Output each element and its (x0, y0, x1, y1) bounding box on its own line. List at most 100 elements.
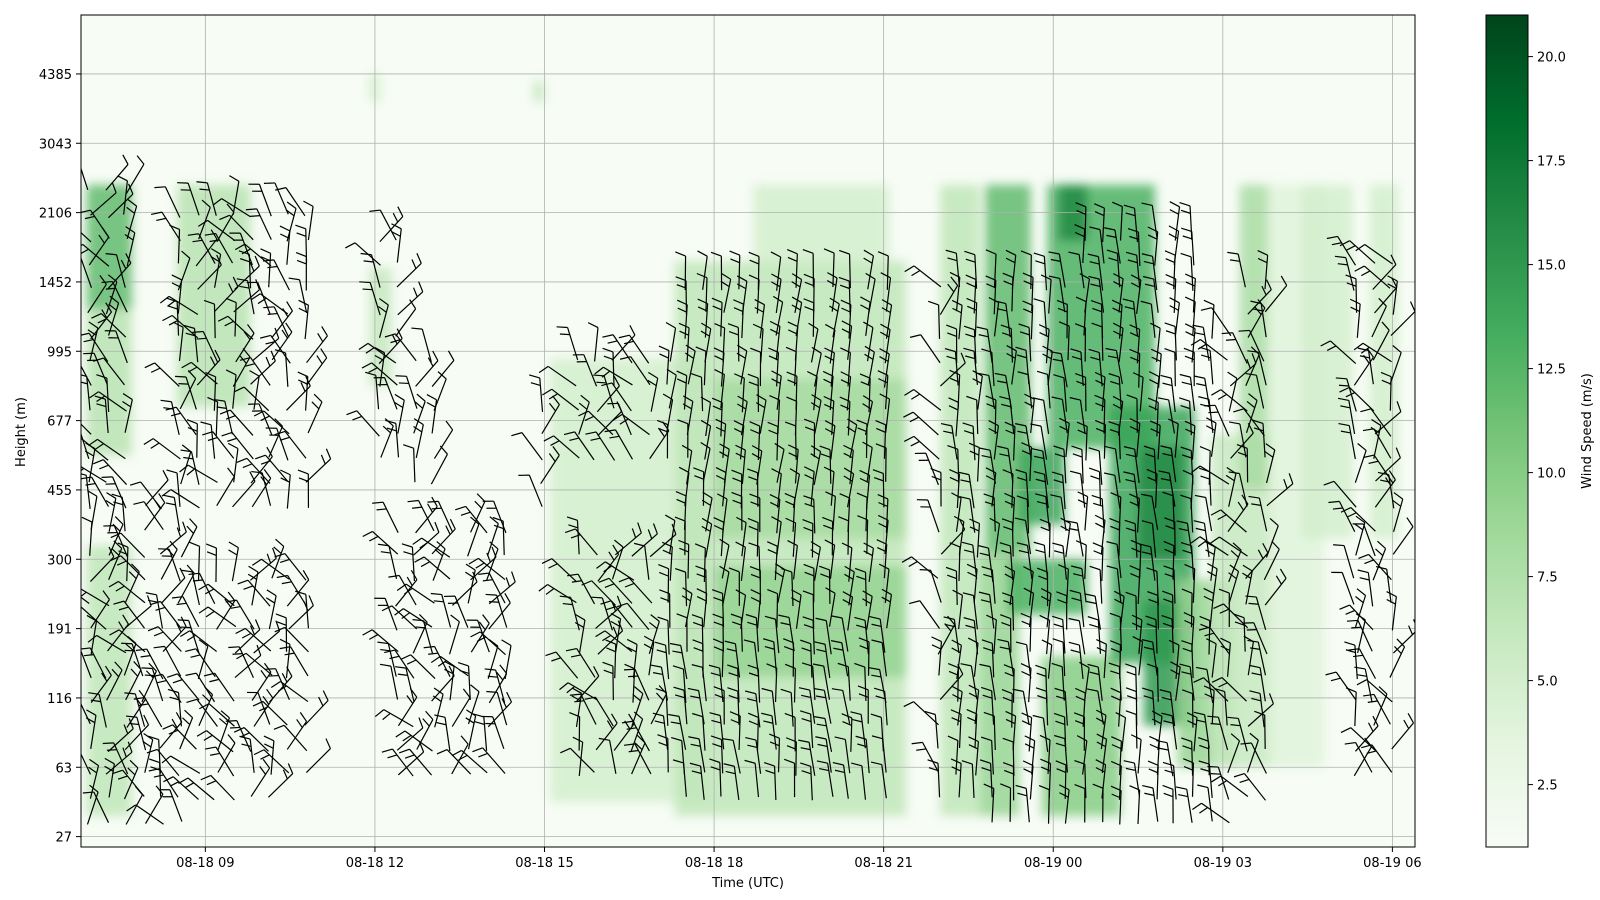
wind-barbs (81, 154, 1415, 825)
wind-barb (731, 469, 743, 509)
wind-barb (939, 276, 959, 316)
wind-barb (81, 606, 107, 630)
wind-barb (413, 393, 426, 434)
y-tick-label: 63 (55, 761, 72, 776)
wind-barb (166, 469, 181, 507)
wind-barb (813, 687, 832, 724)
wind-barb (396, 717, 424, 751)
wind-barb (1141, 520, 1157, 558)
wind-barb (1150, 322, 1161, 363)
wind-barb (1113, 273, 1124, 313)
wind-barb (185, 648, 216, 678)
wind-barb (879, 348, 890, 388)
wind-barb (1361, 744, 1393, 773)
wind-barb (81, 432, 90, 460)
wind-barb (841, 713, 853, 752)
wind-barb (784, 712, 796, 752)
wind-barb (559, 595, 580, 631)
wind-barb (245, 208, 272, 240)
wind-barb (567, 573, 596, 605)
wind-barb (979, 759, 993, 798)
wind-barb (1156, 739, 1174, 777)
wind-barb (88, 758, 100, 799)
wind-barb (803, 273, 815, 313)
wind-barb (815, 617, 832, 655)
wind-barb (403, 444, 416, 483)
wind-barb (433, 420, 454, 459)
wind-barb (401, 543, 416, 582)
wind-barb (1228, 421, 1247, 458)
wind-barb (279, 646, 309, 677)
wind-barb (200, 774, 235, 801)
wind-barb (87, 634, 127, 654)
wind-barb (1162, 784, 1174, 824)
wind-barb (543, 435, 580, 459)
wind-barb (125, 155, 145, 194)
wind-barb (981, 736, 994, 775)
wind-barb (674, 567, 688, 607)
wind-barb (1143, 445, 1157, 484)
wind-barb (1053, 374, 1068, 412)
wind-barb (965, 274, 977, 314)
wind-barb (976, 326, 993, 364)
wind-barb (1149, 735, 1160, 775)
wind-barb (745, 690, 761, 728)
x-tick-label: 08-18 09 (176, 856, 234, 871)
wind-barb (1352, 523, 1376, 557)
wind-speed-cell (714, 566, 907, 678)
wind-barb (616, 602, 650, 631)
wind-barb (1066, 520, 1084, 557)
wind-barb (135, 648, 164, 680)
wind-barb (1123, 446, 1140, 483)
wind-barb (572, 354, 598, 387)
wind-barb (1016, 495, 1030, 534)
wind-barb (236, 278, 255, 315)
wind-barb (177, 250, 191, 291)
wind-barb (478, 572, 506, 604)
wind-barb (234, 255, 260, 290)
wind-barb (671, 736, 686, 775)
wind-barb (1190, 536, 1229, 556)
wind-barb (904, 389, 942, 411)
wind-barb (1264, 568, 1287, 606)
wind-barb (816, 760, 834, 797)
wind-barb (1051, 471, 1066, 510)
wind-barb (1357, 569, 1374, 607)
wind-barb (1206, 638, 1217, 678)
wind-barb (1020, 250, 1032, 289)
wind-barb (1104, 445, 1121, 483)
wind-barb (391, 223, 402, 263)
wind-barb (384, 649, 415, 679)
wind-barb (113, 600, 145, 629)
wind-barb (781, 567, 794, 607)
wind-barb (832, 762, 849, 799)
wind-barb (1180, 252, 1194, 291)
wind-barb (436, 749, 472, 775)
wind-barb (595, 630, 633, 653)
wind-barb (233, 386, 270, 412)
wind-barb (1392, 517, 1414, 555)
wind-speed-cell (1041, 656, 1122, 816)
wind-barb (542, 388, 579, 411)
wind-barb (814, 716, 833, 752)
wind-barb (394, 608, 433, 628)
wind-barb (1108, 373, 1122, 411)
wind-barb (227, 442, 239, 483)
wind-barb (180, 449, 200, 485)
wind-barb (1035, 664, 1048, 703)
wind-barb (248, 403, 273, 436)
wind-barb (212, 198, 251, 218)
wind-barb (1358, 553, 1392, 581)
wind-barb (1005, 249, 1017, 290)
wind-barb (162, 314, 199, 339)
wind-barb (396, 253, 422, 288)
wind-barb (1053, 712, 1067, 751)
wind-speed-cell (753, 184, 890, 262)
wind-barb (1247, 279, 1272, 315)
wind-barb (1114, 590, 1125, 631)
wind-barb (1181, 689, 1194, 728)
wind-barb (235, 627, 272, 652)
wind-barb (203, 299, 216, 339)
wind-barb (1193, 677, 1229, 702)
wind-barb (851, 762, 867, 800)
